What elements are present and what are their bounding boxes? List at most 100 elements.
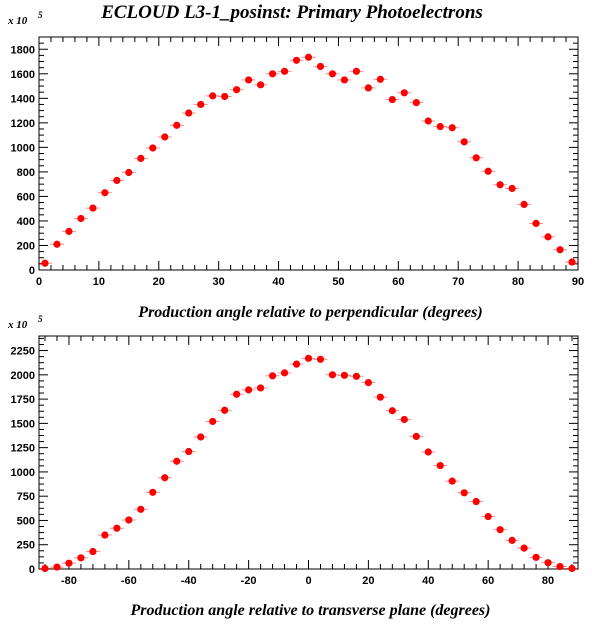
data-point: [113, 176, 121, 185]
data-point: [280, 67, 289, 75]
data-point: [460, 489, 468, 497]
data-point: [316, 355, 325, 363]
data-point: [77, 214, 85, 223]
data-point: [376, 75, 384, 83]
data-point: [400, 415, 408, 424]
data-point: [532, 219, 540, 227]
x-tick-label: -20: [241, 575, 257, 587]
data-point: [352, 372, 361, 380]
data-point: [412, 432, 420, 441]
data-point: [137, 154, 145, 163]
y-tick-label: 2250: [11, 346, 35, 358]
data-point: [149, 488, 157, 496]
y-scale-label: x 10: [7, 15, 28, 27]
x-axis-label: Production angle relative to perpendicul…: [137, 304, 482, 321]
x-tick-label: 0: [305, 575, 311, 587]
data-point: [41, 259, 49, 267]
data-point: [544, 233, 552, 241]
data-point: [233, 390, 241, 398]
data-point: [101, 531, 109, 539]
y-tick-label: 750: [17, 491, 35, 503]
x-tick-label: -80: [61, 575, 77, 587]
data-point: [508, 536, 516, 544]
x-tick-label: 90: [572, 276, 584, 288]
data-point: [197, 100, 205, 109]
data-point: [436, 122, 444, 131]
y-scale-label: x 10: [7, 319, 28, 331]
data-point: [388, 407, 396, 415]
data-point: [137, 505, 145, 513]
y-tick-label: 250: [17, 540, 35, 552]
data-point: [400, 89, 408, 97]
data-point: [245, 386, 253, 394]
data-point: [292, 56, 301, 64]
data-point: [221, 92, 229, 101]
data-point: [388, 95, 396, 104]
y-tick-label: 1000: [11, 142, 35, 154]
data-point: [65, 227, 73, 235]
data-point: [161, 474, 169, 482]
data-point: [256, 81, 265, 89]
data-point: [233, 86, 241, 94]
data-point: [424, 448, 432, 456]
x-tick-label: 40: [422, 575, 434, 587]
data-point: [316, 62, 325, 71]
data-point: [424, 117, 432, 125]
y-tick-label: 600: [17, 191, 35, 203]
data-point: [328, 70, 337, 78]
data-point: [304, 354, 313, 362]
data-point: [161, 133, 169, 141]
data-point: [472, 154, 480, 162]
data-point: [65, 559, 73, 567]
data-point: [53, 240, 61, 248]
data-point: [268, 372, 277, 380]
data-point: [436, 462, 444, 470]
data-point: [185, 447, 193, 456]
data-point: [520, 200, 528, 208]
chart-title: ECLOUD L3-1_posinst: Primary Photoelectr…: [100, 2, 483, 23]
data-point: [484, 167, 492, 175]
y-tick-label: 1600: [11, 69, 35, 81]
x-tick-label: 20: [153, 276, 165, 288]
y-tick-label: 1000: [11, 467, 35, 479]
x-tick-label: 30: [213, 276, 225, 288]
data-point: [304, 53, 313, 61]
data-point: [197, 433, 205, 441]
data-point: [209, 92, 217, 100]
data-point: [280, 369, 289, 377]
y-tick-label: 500: [17, 515, 35, 527]
data-point: [556, 246, 564, 254]
y-tick-label: 1750: [11, 394, 35, 406]
data-point: [89, 204, 97, 212]
data-point: [532, 553, 540, 561]
plot-frame: [38, 36, 579, 271]
x-tick-label: 20: [362, 575, 374, 587]
data-point: [125, 516, 133, 524]
x-tick-label: 0: [36, 276, 42, 288]
data-point: [89, 547, 97, 556]
data-point: [149, 144, 157, 152]
data-point: [221, 406, 229, 414]
data-point: [376, 393, 384, 401]
data-point: [125, 168, 133, 177]
data-point: [448, 124, 456, 132]
x-tick-label: 50: [332, 276, 344, 288]
data-point: [508, 184, 516, 193]
data-point: [496, 181, 504, 189]
data-point: [412, 99, 420, 107]
data-point: [520, 544, 528, 552]
data-point: [496, 526, 504, 534]
data-point: [544, 559, 552, 567]
data-point: [185, 109, 193, 117]
data-point: [53, 563, 61, 571]
y-tick-label: 200: [17, 240, 35, 252]
x-axis-label: Production angle relative to transverse …: [130, 602, 491, 619]
y-scale-exponent: 5: [38, 314, 43, 324]
x-tick-label: -60: [121, 575, 137, 587]
data-point: [484, 512, 492, 521]
data-point: [292, 360, 301, 368]
data-point: [448, 477, 456, 485]
x-tick-label: 40: [272, 276, 284, 288]
data-point: [268, 70, 277, 78]
